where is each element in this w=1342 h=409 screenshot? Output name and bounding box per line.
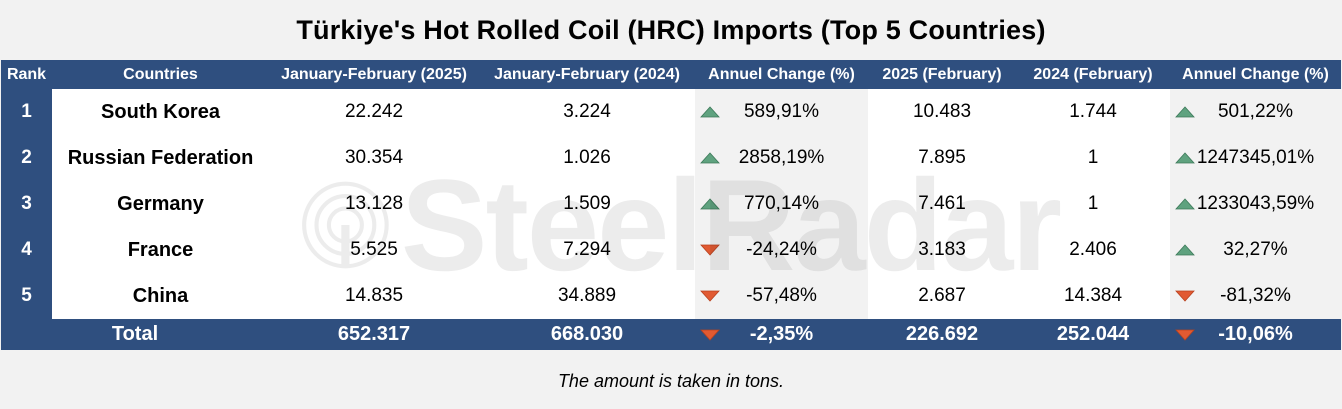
country-cell: Russian Federation (52, 135, 269, 181)
change-value: 770,14% (743, 193, 819, 214)
janfeb-2025-cell: 22.242 (269, 89, 479, 135)
feb-2024-cell: 1 (1016, 181, 1170, 227)
change-value: 1247345,01% (1196, 147, 1315, 168)
janfeb-2024-cell: 1.509 (479, 181, 695, 227)
change-ytd-cell: 770,14% (695, 181, 868, 227)
change-feb-cell: 1233043,59% (1170, 181, 1341, 227)
change-feb-cell: 32,27% (1170, 227, 1341, 273)
change-value: -2,35% (749, 323, 814, 345)
change-value: -10,06% (1218, 323, 1293, 345)
total-row: Total 652.317 668.030 -2,35% 226.692 252… (1, 319, 1341, 350)
rank-cell: 3 (1, 181, 52, 227)
header-feb-2025: 2025 (February) (882, 65, 1002, 83)
rank-cell: 1 (1, 89, 52, 135)
total-janfeb-2025: 652.317 (337, 323, 411, 345)
header-annual-change-ytd: Annuel Change (%) (708, 65, 855, 83)
janfeb-2024-cell: 1.026 (479, 135, 695, 181)
janfeb-2025-cell: 14.835 (269, 273, 479, 319)
change-value: -24,24% (746, 239, 817, 260)
feb-2024-cell: 1 (1016, 135, 1170, 181)
feb-2024-cell: 1.744 (1016, 89, 1170, 135)
feb-2025-cell: 3.183 (868, 227, 1016, 273)
total-feb-2024: 252.044 (1056, 323, 1130, 345)
arrow-down-icon (700, 290, 720, 302)
feb-2025-cell: 7.461 (868, 181, 1016, 227)
header-janfeb-2024: January-February (2024) (494, 65, 680, 83)
change-ytd-cell: -24,24% (695, 227, 868, 273)
arrow-up-icon (700, 152, 720, 164)
janfeb-2024-cell: 34.889 (479, 273, 695, 319)
header-annual-change-feb: Annuel Change (%) (1182, 65, 1329, 83)
arrow-down-icon (700, 244, 720, 256)
total-janfeb-2024: 668.030 (550, 323, 624, 345)
change-feb-cell: -81,32% (1170, 273, 1341, 319)
feb-2024-cell: 2.406 (1016, 227, 1170, 273)
change-value: 501,22% (1217, 101, 1293, 122)
header-row: Rank Countries January-February (2025) J… (1, 60, 1341, 89)
table-row: 2 Russian Federation 30.354 1.026 2858,1… (1, 135, 1341, 181)
total-feb-2025: 226.692 (905, 323, 979, 345)
janfeb-2025-cell: 5.525 (269, 227, 479, 273)
arrow-up-icon (700, 106, 720, 118)
change-ytd-cell: -57,48% (695, 273, 868, 319)
change-value: 2858,19% (738, 147, 825, 168)
arrow-down-icon (1175, 329, 1195, 341)
feb-2025-cell: 10.483 (868, 89, 1016, 135)
rank-cell: 4 (1, 227, 52, 273)
rank-cell: 5 (1, 273, 52, 319)
change-feb-cell: 501,22% (1170, 89, 1341, 135)
change-feb-cell: 1247345,01% (1170, 135, 1341, 181)
imports-table: Rank Countries January-February (2025) J… (1, 60, 1341, 350)
janfeb-2024-cell: 3.224 (479, 89, 695, 135)
country-cell: China (52, 273, 269, 319)
janfeb-2025-cell: 30.354 (269, 135, 479, 181)
country-cell: France (52, 227, 269, 273)
footnote: The amount is taken in tons. (557, 370, 785, 391)
arrow-up-icon (1175, 244, 1195, 256)
change-value: -81,32% (1220, 285, 1291, 306)
header-rank: Rank (6, 65, 47, 83)
total-change-ytd: -2,35% (695, 319, 868, 350)
table-row: 4 France 5.525 7.294 -24,24% 3.183 2.406… (1, 227, 1341, 273)
total-change-feb: -10,06% (1170, 319, 1341, 350)
country-cell: Germany (52, 181, 269, 227)
janfeb-2025-cell: 13.128 (269, 181, 479, 227)
table-row: 3 Germany 13.128 1.509 770,14% 7.461 1 1… (1, 181, 1341, 227)
table-row: 1 South Korea 22.242 3.224 589,91% 10.48… (1, 89, 1341, 135)
total-label: Total (111, 323, 159, 345)
arrow-up-icon (1175, 152, 1195, 164)
page-title: Türkiye's Hot Rolled Coil (HRC) Imports … (296, 14, 1046, 45)
table-row: 5 China 14.835 34.889 -57,48% 2.687 14.3… (1, 273, 1341, 319)
change-value: 32,27% (1223, 239, 1288, 260)
arrow-up-icon (1175, 198, 1195, 210)
arrow-down-icon (700, 329, 720, 341)
change-value: 1233043,59% (1196, 193, 1315, 214)
arrow-up-icon (1175, 106, 1195, 118)
arrow-up-icon (700, 198, 720, 210)
feb-2025-cell: 2.687 (868, 273, 1016, 319)
country-cell: South Korea (52, 89, 269, 135)
change-ytd-cell: 2858,19% (695, 135, 868, 181)
janfeb-2024-cell: 7.294 (479, 227, 695, 273)
header-janfeb-2025: January-February (2025) (281, 65, 467, 83)
feb-2025-cell: 7.895 (868, 135, 1016, 181)
arrow-down-icon (1175, 290, 1195, 302)
feb-2024-cell: 14.384 (1016, 273, 1170, 319)
change-ytd-cell: 589,91% (695, 89, 868, 135)
change-value: 589,91% (743, 101, 819, 122)
rank-cell: 2 (1, 135, 52, 181)
change-value: -57,48% (746, 285, 817, 306)
header-countries: Countries (123, 65, 198, 83)
header-feb-2024: 2024 (February) (1033, 65, 1153, 83)
